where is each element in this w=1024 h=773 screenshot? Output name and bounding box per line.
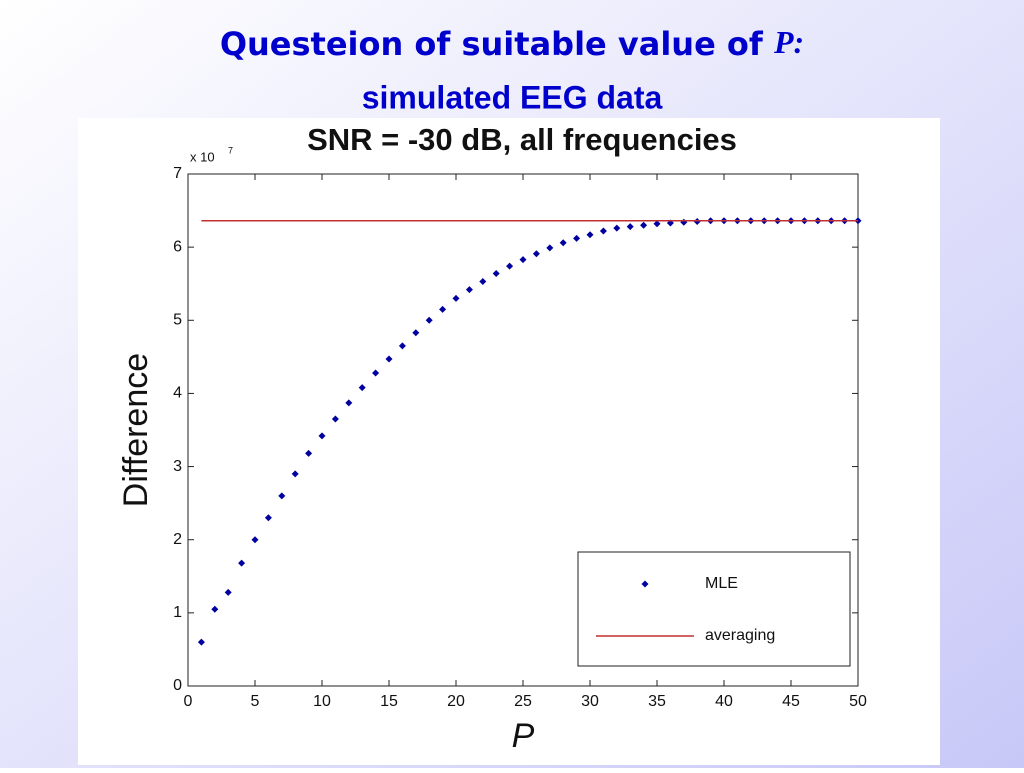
- data-point: [559, 239, 567, 247]
- data-point: [291, 470, 299, 478]
- x-tick-label: 20: [447, 693, 465, 710]
- data-point: [385, 355, 393, 363]
- y-tick-label: 4: [173, 385, 182, 402]
- data-point: [331, 415, 339, 423]
- figure: [78, 118, 940, 765]
- data-point: [358, 384, 366, 392]
- y-scale-label: x 10: [190, 149, 215, 164]
- x-tick-label: 30: [581, 693, 599, 710]
- data-point: [372, 369, 380, 377]
- data-point: [439, 305, 447, 313]
- data-point: [425, 316, 433, 324]
- data-point: [197, 638, 205, 646]
- data-point: [586, 231, 594, 239]
- data-point: [653, 220, 661, 228]
- data-point: [211, 605, 219, 613]
- y-tick-label: 3: [173, 458, 182, 475]
- data-point: [613, 224, 621, 232]
- legend-marker: [641, 580, 649, 588]
- y-tick-label: 5: [173, 312, 182, 329]
- x-tick-label: 40: [715, 693, 733, 710]
- slide-subtitle: simulated EEG data: [362, 79, 663, 115]
- data-point: [532, 250, 540, 258]
- data-point: [506, 262, 514, 270]
- legend-label: averaging: [705, 627, 775, 644]
- data-point: [398, 342, 406, 350]
- data-point: [640, 221, 648, 229]
- data-point: [626, 223, 634, 231]
- data-point: [345, 399, 353, 407]
- x-tick-label: 15: [380, 693, 398, 710]
- x-tick-label: 45: [782, 693, 800, 710]
- data-point: [573, 234, 581, 242]
- data-point: [492, 269, 500, 277]
- y-tick-label: 7: [173, 165, 182, 182]
- x-tick-label: 10: [313, 693, 331, 710]
- data-point: [546, 244, 554, 252]
- slide-title: Questeion of suitable value of P:: [220, 24, 804, 63]
- title-variable: P:: [773, 24, 804, 60]
- chart-title: SNR = -30 dB, all frequencies: [307, 122, 737, 157]
- x-tick-label: 35: [648, 693, 666, 710]
- data-point: [519, 256, 527, 264]
- data-point: [278, 492, 286, 500]
- x-tick-label: 0: [184, 693, 193, 710]
- data-point: [599, 227, 607, 235]
- data-point: [238, 559, 246, 567]
- data-point: [224, 588, 232, 596]
- y-scale-exponent: 7: [228, 145, 233, 155]
- data-point: [305, 449, 313, 457]
- x-tick-label: 25: [514, 693, 532, 710]
- x-tick-label: 5: [251, 693, 260, 710]
- data-point: [264, 514, 272, 522]
- y-tick-label: 2: [173, 531, 182, 548]
- data-point: [479, 278, 487, 286]
- x-axis-label: P: [512, 717, 535, 755]
- data-point: [251, 536, 259, 544]
- y-tick-label: 0: [173, 677, 182, 694]
- data-point: [412, 329, 420, 337]
- legend-label: MLE: [705, 575, 738, 592]
- data-point: [318, 432, 326, 440]
- legend: [577, 551, 851, 667]
- y-tick-label: 6: [173, 238, 182, 255]
- data-point: [452, 294, 460, 302]
- x-tick-label: 50: [849, 693, 867, 710]
- y-tick-label: 1: [173, 604, 182, 621]
- data-point: [465, 286, 473, 294]
- y-axis-label: Difference: [117, 353, 155, 507]
- title-text: Questeion of suitable value of: [220, 25, 774, 63]
